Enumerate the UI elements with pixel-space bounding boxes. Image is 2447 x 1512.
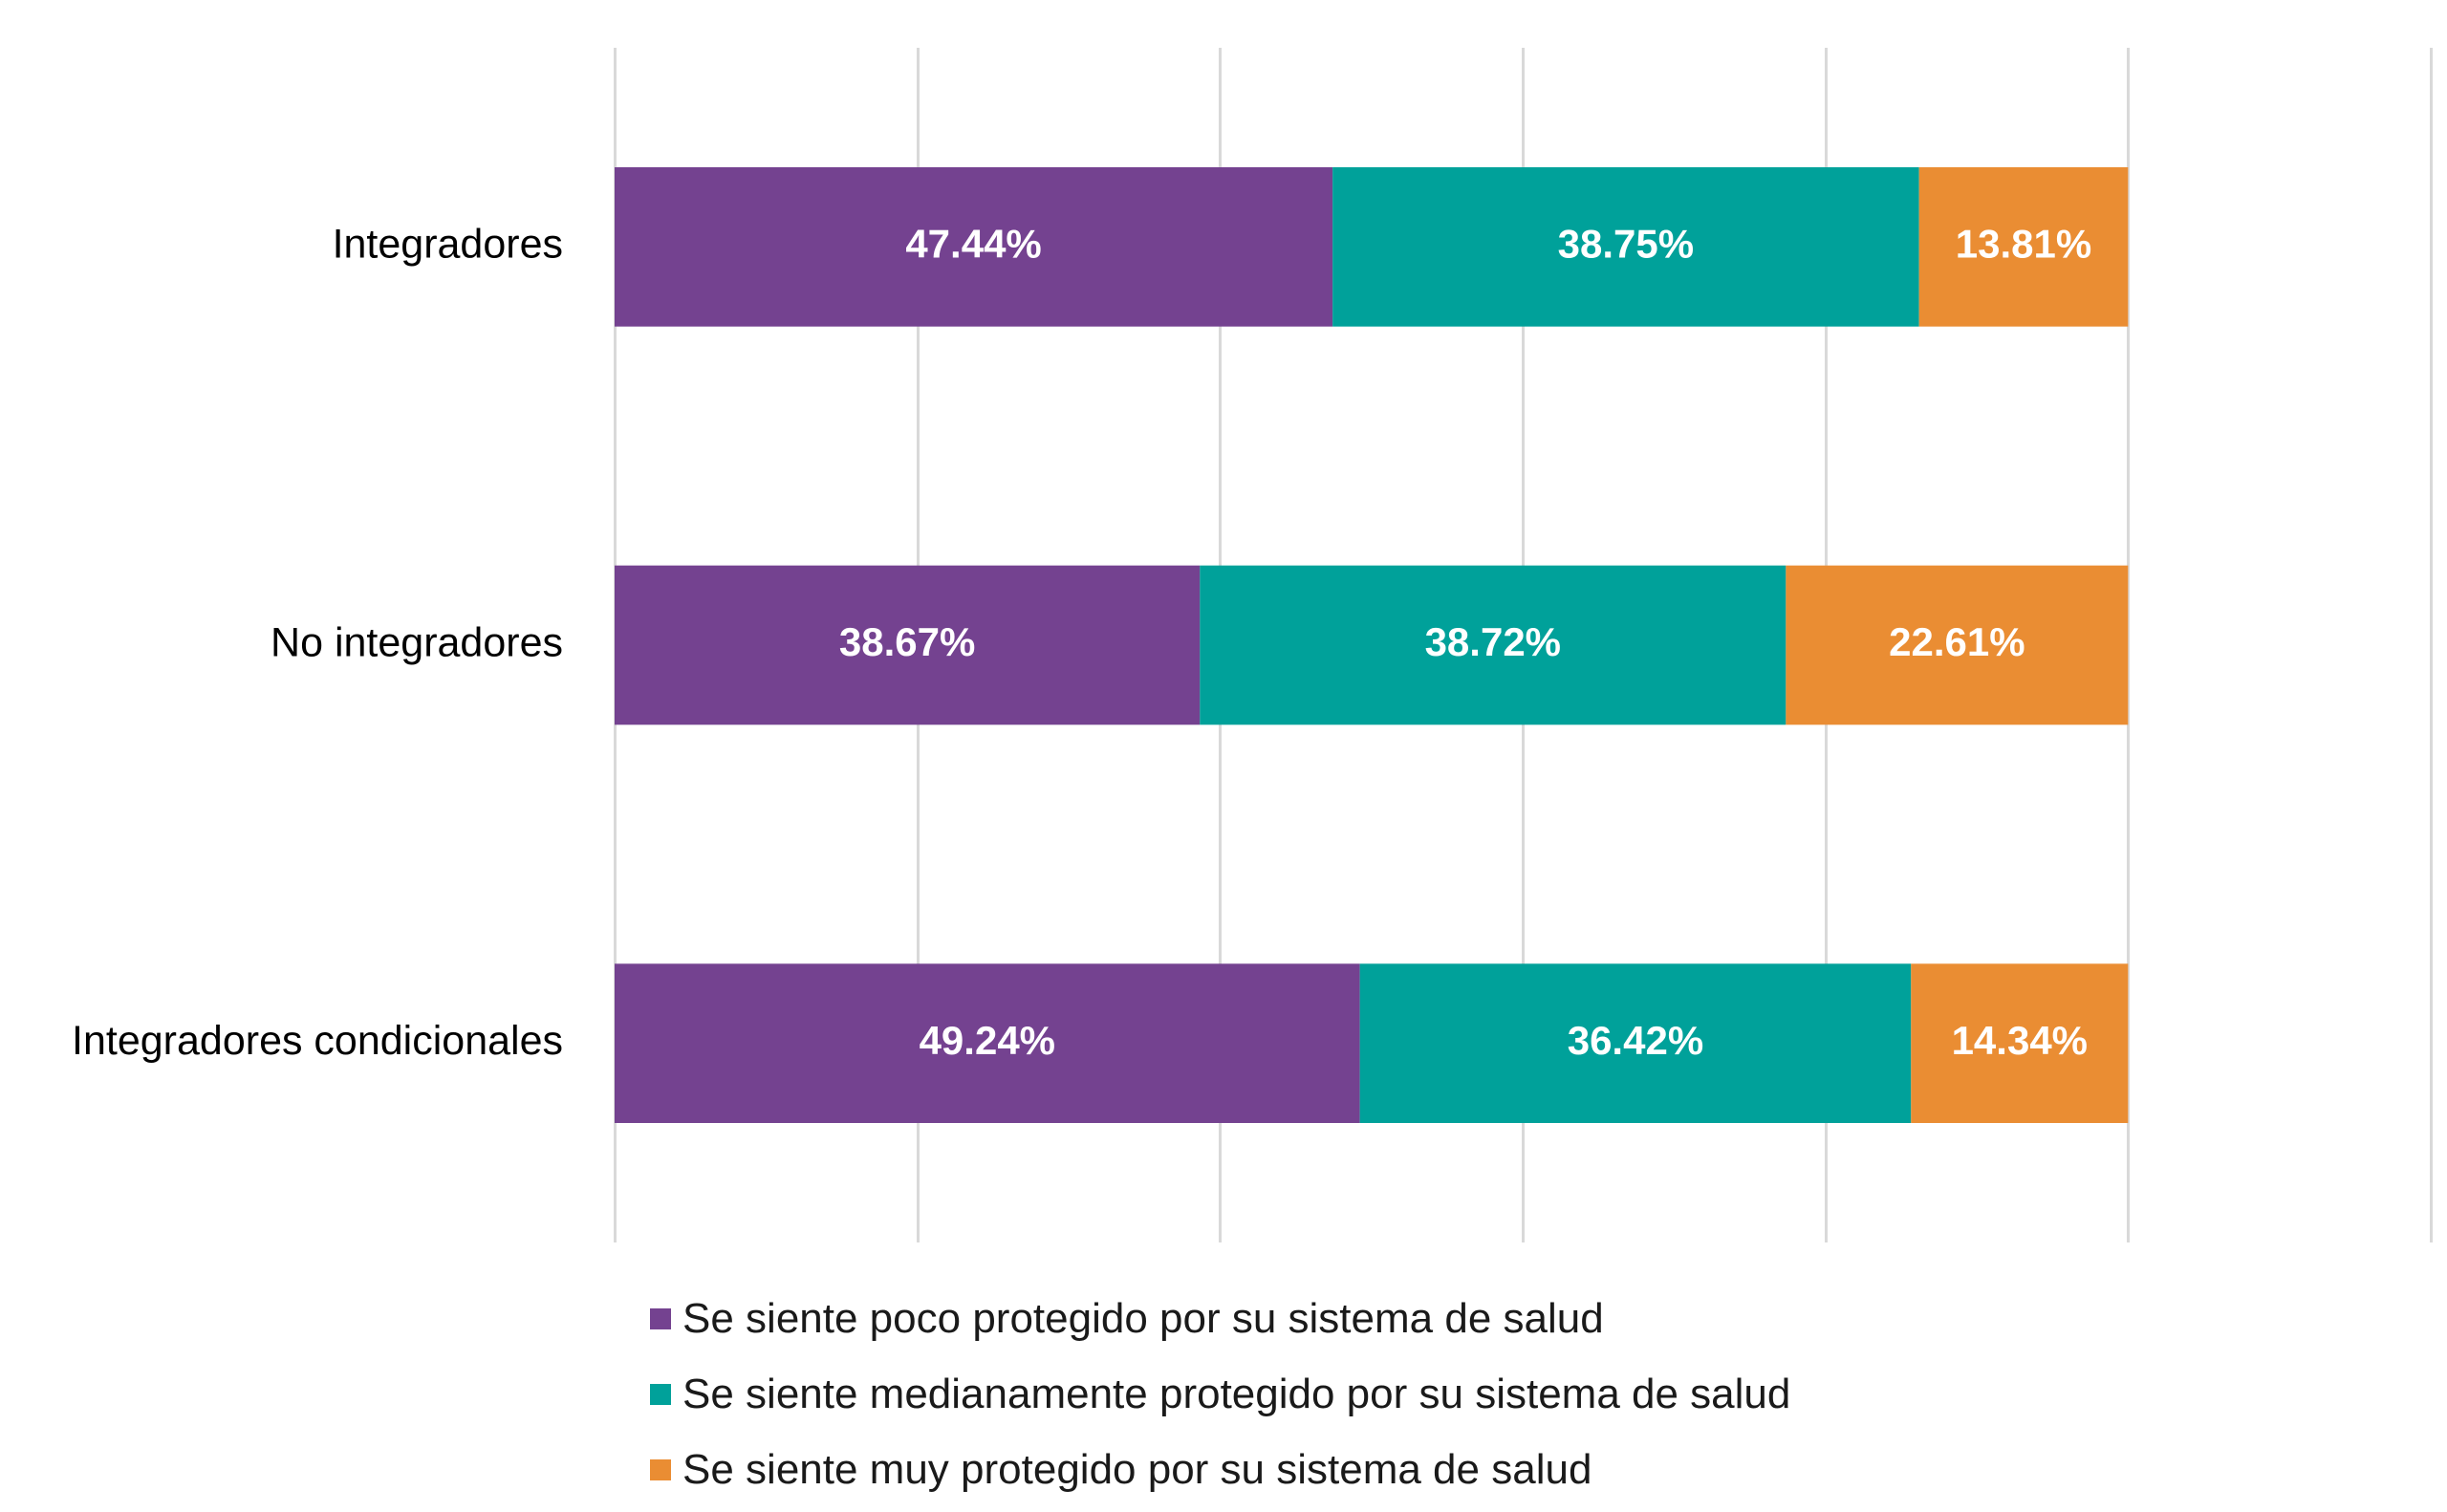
- category-labels: Integradores No integradores Integradores …: [72, 222, 563, 1064]
- data-labels: 47.44% 38.75% 13.81% 38.67% 38.72% 22.61% 49.2…: [839, 221, 2091, 1062]
- bar-segment: [1911, 963, 2129, 1123]
- bar-segment: [615, 963, 1360, 1123]
- data-label: 14.34%: [1952, 1018, 2088, 1063]
- data-label: 38.67%: [839, 619, 975, 664]
- data-label: 49.24%: [920, 1018, 1055, 1063]
- legend-item: Se siente medianamente protegido por su …: [650, 1356, 1790, 1432]
- data-label: 38.75%: [1558, 221, 1694, 266]
- category-label: Integradores condicionales: [72, 1018, 563, 1064]
- category-label: Integradores: [333, 222, 563, 268]
- data-label: 36.42%: [1568, 1018, 1703, 1063]
- legend-swatch-purple: [650, 1307, 671, 1329]
- data-label: 22.61%: [1889, 619, 2025, 664]
- category-label: No integradores: [271, 619, 563, 665]
- legend-item: Se siente muy protegido por su sistema d…: [650, 1432, 1790, 1507]
- legend-label: Se siente poco protegido por su sistema …: [682, 1294, 1604, 1342]
- bar-segment: [1200, 565, 1787, 725]
- bar-segment: [1786, 565, 2129, 725]
- data-label: 13.81%: [1956, 221, 2091, 266]
- bars: [615, 167, 2129, 1123]
- bar-segment: [1918, 167, 2129, 327]
- legend-swatch-teal: [650, 1383, 671, 1405]
- legend-swatch-orange: [650, 1458, 671, 1480]
- bar-segment: [615, 167, 1333, 327]
- legend-item: Se siente poco protegido por su sistema …: [650, 1281, 1790, 1356]
- legend-label: Se siente medianamente protegido por su …: [682, 1370, 1791, 1417]
- data-label: 47.44%: [905, 221, 1041, 266]
- bar-segment: [1359, 963, 1912, 1123]
- data-label: 38.72%: [1425, 619, 1561, 664]
- legend-label: Se siente muy protegido por su sistema d…: [682, 1445, 1592, 1493]
- bar-segment: [615, 565, 1201, 725]
- bar-segment: [1332, 167, 1919, 327]
- legend: Se siente poco protegido por su sistema …: [650, 1281, 1790, 1507]
